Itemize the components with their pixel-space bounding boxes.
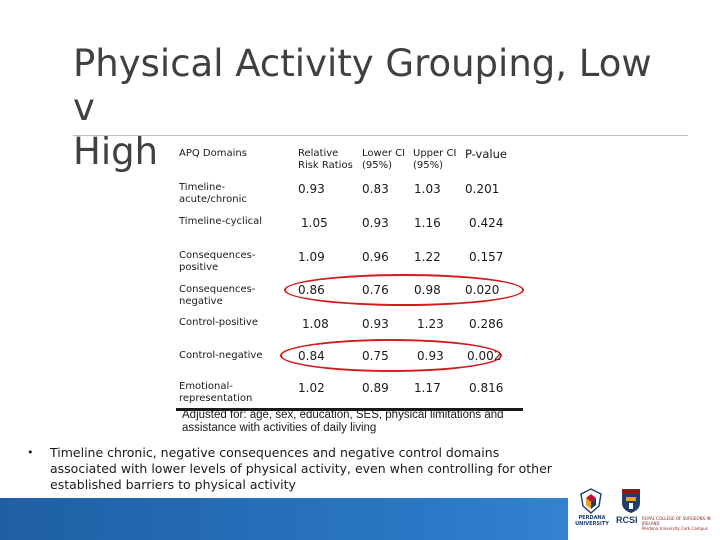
perdana-line2: UNIVERSITY <box>575 521 609 527</box>
slide-title-line1: Physical Activity Grouping, Low v <box>73 42 652 129</box>
highlight-oval-consequences-negative <box>284 274 524 306</box>
highlight-oval-control-negative <box>280 339 502 372</box>
row-label: Emotional- representation <box>179 381 289 405</box>
header-lower-line2: (95%) <box>362 160 393 171</box>
header-upper-ci: Upper CI (95%) <box>413 148 456 172</box>
cell-p: 0.424 <box>469 216 504 230</box>
row-label-line1: Consequences- <box>179 250 256 261</box>
perdana-crest-icon <box>580 488 602 514</box>
cell-upper: 1.23 <box>417 317 444 331</box>
bullet-line3: established barriers to physical activit… <box>50 477 296 492</box>
row-label: Consequences- negative <box>179 284 289 308</box>
footnote-line1: Adjusted for: age, sex, education, SES, … <box>182 409 504 421</box>
perdana-name: PERDANA UNIVERSITY <box>574 515 610 527</box>
row-label-line2: representation <box>179 393 253 404</box>
rcsi-subtitle: ROYAL COLLEGE OF SURGEONS IN IRELAND Per… <box>642 516 718 531</box>
cell-p: 0.157 <box>469 250 504 264</box>
cell-upper: 1.22 <box>414 250 441 264</box>
header-upper-line2: (95%) <box>413 160 444 171</box>
row-label-line1: Control-negative <box>179 350 263 361</box>
table-bottom-border <box>176 408 523 411</box>
slide-title: Physical Activity Grouping, Low v High <box>73 42 673 174</box>
rcsi-sub1: ROYAL COLLEGE OF SURGEONS IN IRELAND <box>642 516 711 526</box>
bullet-marker: • <box>27 446 34 459</box>
cell-rr: 1.02 <box>298 381 325 395</box>
cell-upper: 1.16 <box>414 216 441 230</box>
row-label-line1: Control-positive <box>179 317 258 328</box>
row-label: Timeline- acute/chronic <box>179 182 289 206</box>
bullet-line2: associated with lower levels of physical… <box>50 461 552 476</box>
rcsi-wordmark: RCSI <box>616 515 638 525</box>
slide-title-line2: High <box>73 130 159 173</box>
perdana-line1: PERDANA <box>578 515 606 521</box>
row-label: Timeline-cyclical <box>179 216 289 228</box>
header-lower-line1: Lower CI <box>362 148 406 159</box>
cell-lower: 0.93 <box>362 317 389 331</box>
cell-rr: 1.09 <box>298 250 325 264</box>
row-label: Control-negative <box>179 350 289 362</box>
row-label-line1: Timeline-cyclical <box>179 216 263 227</box>
cell-lower: 0.96 <box>362 250 389 264</box>
header-rr-line1: Relative <box>298 148 339 159</box>
cell-p: 0.816 <box>469 381 504 395</box>
row-label: Consequences- positive <box>179 250 289 274</box>
header-upper-line1: Upper CI <box>413 148 457 159</box>
row-label-line2: negative <box>179 296 223 307</box>
cell-lower: 0.83 <box>362 182 389 196</box>
row-label-line1: Consequences- <box>179 284 256 295</box>
header-p-value: P-value <box>465 147 507 161</box>
cell-upper: 1.17 <box>414 381 441 395</box>
cell-rr: 1.05 <box>301 216 328 230</box>
rcsi-crest-icon <box>622 489 640 513</box>
footer-logos: PERDANA UNIVERSITY RCSI ROYAL COLLEGE OF… <box>568 486 720 540</box>
title-divider <box>73 135 688 136</box>
row-label-line2: acute/chronic <box>179 194 247 205</box>
header-domains: APQ Domains <box>179 148 247 159</box>
cell-upper: 1.03 <box>414 182 441 196</box>
table-footnote: Adjusted for: age, sex, education, SES, … <box>182 409 542 435</box>
row-label-line1: Timeline- <box>179 182 226 193</box>
cell-rr: 0.93 <box>298 182 325 196</box>
cell-p: 0.286 <box>469 317 504 331</box>
header-rr-line2: Risk Ratios <box>298 160 353 171</box>
bullet-line1: Timeline chronic, negative consequences … <box>50 445 500 460</box>
row-label-line1: Emotional- <box>179 381 233 392</box>
cell-rr: 1.08 <box>302 317 329 331</box>
header-lower-ci: Lower CI (95%) <box>362 148 405 172</box>
cell-lower: 0.89 <box>362 381 389 395</box>
row-label-line2: positive <box>179 262 219 273</box>
footnote-line2: assistance with activities of daily livi… <box>182 422 377 434</box>
rcsi-sub2: Perdana University Cork Campus <box>642 526 708 531</box>
header-relative-risk: Relative Risk Ratios <box>298 148 353 172</box>
cell-p: 0.201 <box>465 182 500 196</box>
bullet-text: Timeline chronic, negative consequences … <box>50 445 590 493</box>
cell-lower: 0.93 <box>362 216 389 230</box>
row-label: Control-positive <box>179 317 289 329</box>
